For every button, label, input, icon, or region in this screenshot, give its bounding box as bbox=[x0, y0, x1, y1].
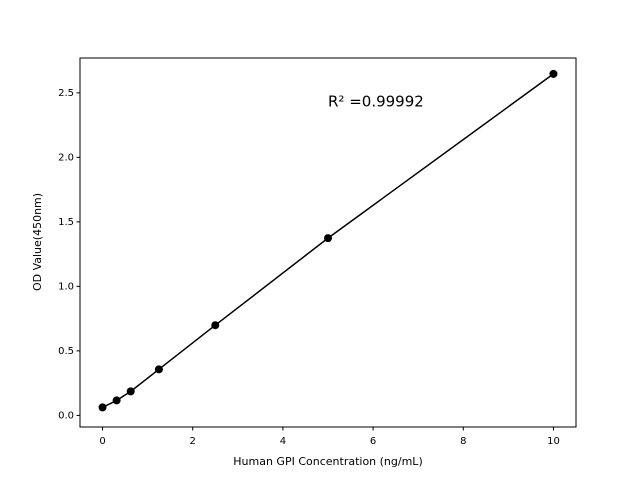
data-point bbox=[211, 321, 220, 330]
y-tick-label: 0.5 bbox=[58, 346, 74, 357]
y-axis-label: OD Value(450nm) bbox=[31, 193, 44, 291]
data-point bbox=[98, 403, 107, 412]
data-point bbox=[549, 69, 558, 78]
plot-frame bbox=[79, 57, 577, 428]
x-tick-label: 8 bbox=[460, 436, 466, 447]
y-tick-label: 2.0 bbox=[58, 152, 74, 163]
data-point bbox=[324, 234, 332, 243]
x-tick-label: 4 bbox=[280, 436, 286, 447]
y-tick-label: 0.0 bbox=[58, 410, 74, 421]
x-tick-label: 0 bbox=[99, 436, 105, 447]
x-tick-label: 6 bbox=[370, 436, 376, 447]
y-tick-label: 1.0 bbox=[58, 281, 74, 292]
x-tick-label: 2 bbox=[190, 436, 196, 447]
data-point bbox=[112, 396, 121, 405]
y-tick-label: 2.5 bbox=[58, 88, 74, 99]
annotation: R² =0.99992 bbox=[328, 93, 424, 111]
x-tick-label: 10 bbox=[547, 436, 560, 447]
x-axis-label: Human GPI Concentration (ng/mL) bbox=[233, 455, 422, 468]
data-point bbox=[154, 365, 163, 374]
data-point bbox=[126, 387, 135, 396]
y-tick-label: 1.5 bbox=[58, 217, 74, 228]
